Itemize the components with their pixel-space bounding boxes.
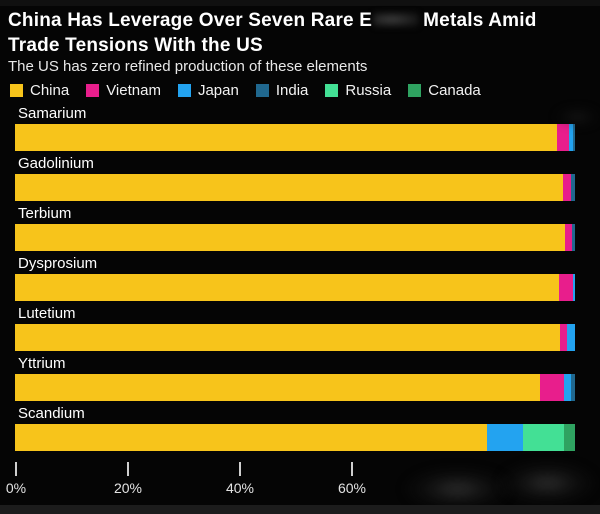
legend-item-canada: Canada (408, 82, 481, 99)
bar-segment-china (15, 424, 488, 451)
axis-tick-label: 20% (113, 480, 143, 496)
bar-segment-india (570, 374, 575, 401)
bar-track (15, 424, 575, 451)
chart-title-line1: China Has Leverage Over Seven Rare E Meta… (8, 8, 594, 33)
bar-segment-china (15, 124, 558, 151)
bar-segment-china (15, 274, 560, 301)
bar-track (15, 224, 575, 251)
legend-item-china: China (10, 82, 69, 99)
legend-swatch-canada (408, 84, 422, 97)
legend-swatch-vietnam (86, 84, 100, 97)
axis-tick (15, 462, 17, 476)
bar-label: Yttrium (18, 355, 66, 372)
bar-label: Scandium (18, 405, 85, 422)
legend-item-india: India (255, 82, 309, 99)
chart-subtitle: The US has zero refined production of th… (8, 58, 368, 75)
bar-track (15, 324, 575, 351)
bar-segment-japan (563, 374, 571, 401)
bar-row-dysprosium: Dysprosium (15, 254, 575, 304)
bar-segment-india (572, 224, 575, 251)
bar-label: Gadolinium (18, 155, 94, 172)
bar-segment-canada (563, 424, 575, 451)
bar-segment-vietnam (564, 224, 573, 251)
bar-segment-china (15, 224, 565, 251)
bar-label: Lutetium (18, 305, 76, 322)
legend-swatch-india (255, 84, 269, 97)
chart-title-line1-text-after: Metals Amid (423, 10, 537, 31)
axis-tick-label: 60% (337, 480, 367, 496)
legend-swatch-china (10, 84, 23, 97)
bar-track (15, 274, 575, 301)
bar-segment-japan (572, 274, 575, 301)
legend: China Vietnam Japan India Russia Canada (10, 82, 481, 99)
axis-tick (127, 462, 129, 476)
bar-label: Dysprosium (18, 255, 98, 272)
legend-label: China (30, 82, 70, 99)
axis-tick-label: 40% (225, 480, 255, 496)
bar-segment-china (15, 374, 541, 401)
bar-row-gadolinium: Gadolinium (15, 154, 575, 204)
bar-row-samarium: Samarium (15, 104, 575, 154)
legend-item-japan: Japan (177, 82, 239, 99)
bar-segment-china (15, 324, 561, 351)
bar-segment-india (571, 174, 575, 201)
legend-swatch-japan (177, 84, 191, 97)
legend-item-russia: Russia (325, 82, 391, 99)
bar-segment-vietnam (557, 124, 570, 151)
bar-segment-vietnam (559, 274, 573, 301)
bar-segment-vietnam (540, 374, 564, 401)
bar-segment-vietnam (560, 324, 568, 351)
legend-label: India (275, 82, 309, 99)
legend-label: Vietnam (106, 82, 161, 99)
title-blur-patch (373, 12, 420, 27)
bottom-edge-strip (0, 505, 600, 514)
bar-segment-japan (567, 324, 575, 351)
chart-title-line2: Trade Tensions With the US (8, 35, 263, 56)
bar-row-scandium: Scandium (15, 404, 575, 454)
axis-tick (239, 462, 241, 476)
x-axis: 0% 20% 40% 60% (6, 462, 575, 502)
bar-track (15, 374, 575, 401)
bar-segment-india (572, 124, 575, 151)
legend-swatch-russia (325, 84, 339, 97)
bar-segment-vietnam (563, 174, 572, 201)
bar-row-lutetium: Lutetium (15, 304, 575, 354)
chart-title: China Has Leverage Over Seven Rare E Meta… (8, 8, 594, 58)
legend-label: Japan (197, 82, 239, 99)
bar-row-yttrium: Yttrium (15, 354, 575, 404)
axis-tick-label: 0% (5, 480, 27, 496)
bar-track (15, 124, 575, 151)
legend-label: Russia (345, 82, 392, 99)
legend-item-vietnam: Vietnam (86, 82, 161, 99)
bar-row-terbium: Terbium (15, 204, 575, 254)
bar-track (15, 174, 575, 201)
bar-chart: Samarium Gadolinium Terbium Dysprosium Lutet… (15, 104, 575, 454)
bar-segment-russia (523, 424, 564, 451)
legend-label: Canada (428, 82, 481, 99)
bar-segment-china (15, 174, 564, 201)
bar-label: Terbium (18, 205, 72, 222)
axis-tick (351, 462, 353, 476)
bar-segment-japan (569, 124, 573, 151)
top-edge-strip (0, 0, 600, 6)
bar-segment-japan (487, 424, 524, 451)
chart-title-line1-text: China Has Leverage Over Seven Rare E (8, 10, 373, 31)
bar-label: Samarium (18, 105, 87, 122)
